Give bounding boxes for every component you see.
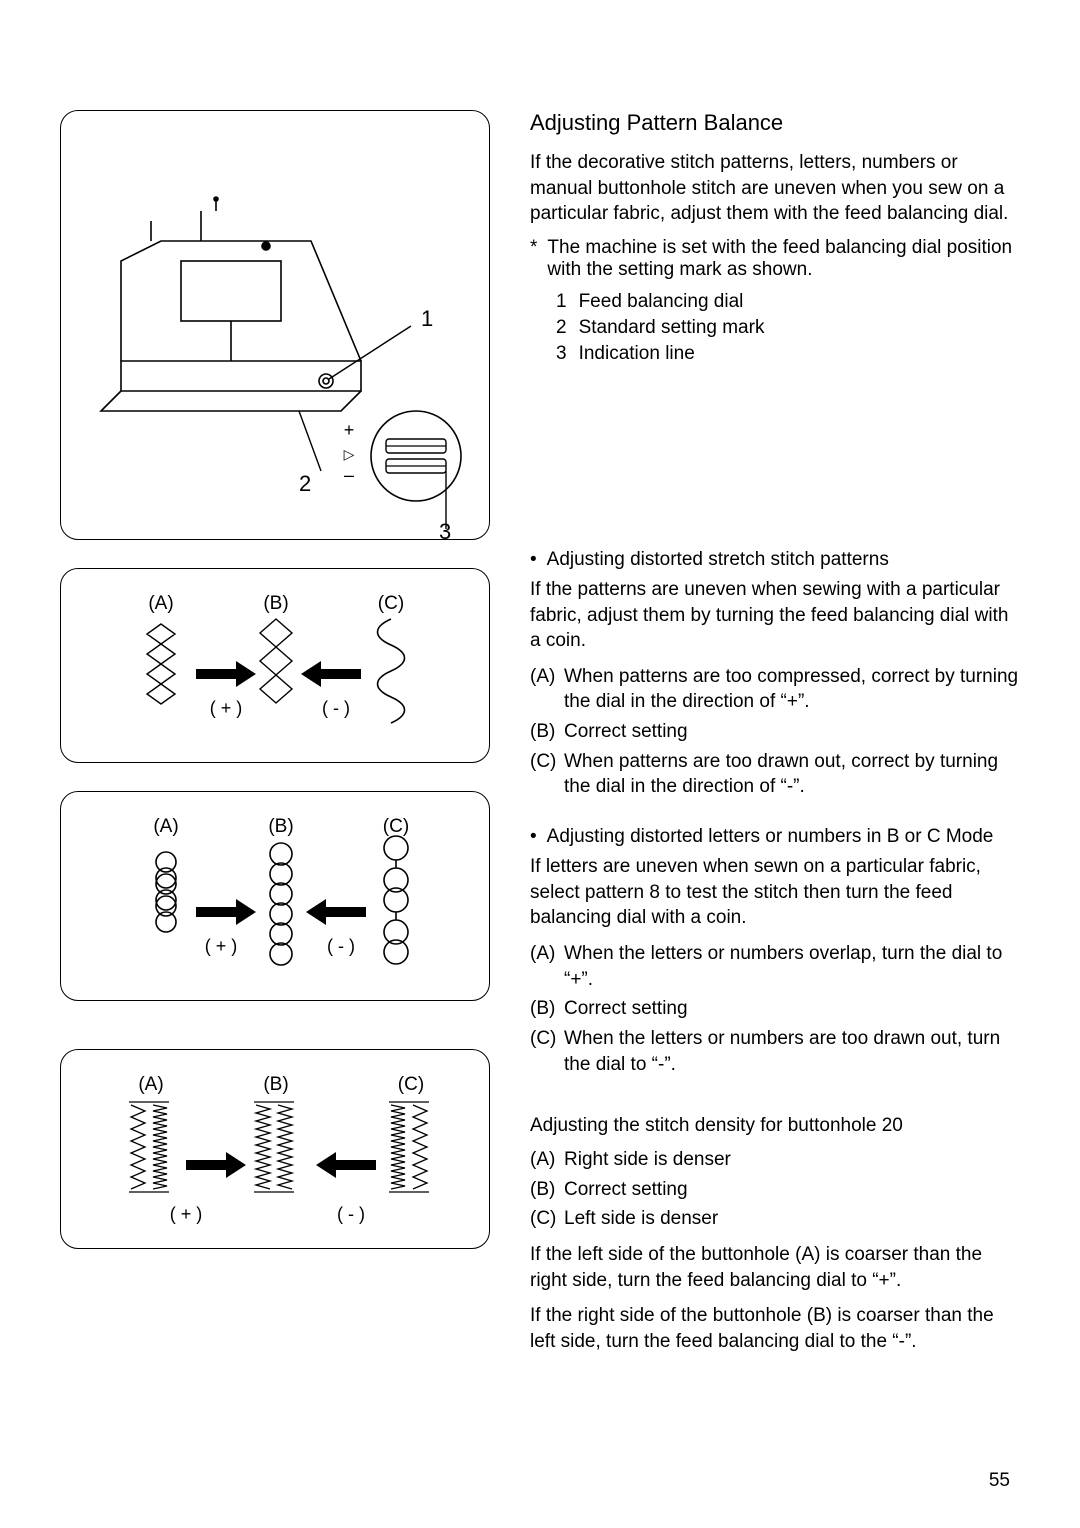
figure-stretch-patterns: (A) (B) (C) [60,568,490,763]
list-item: (C)Left side is denser [530,1206,1020,1232]
legend-row: 1Feed balancing dial [530,291,1020,313]
section4-foot2: If the right side of the buttonhole (B) … [530,1303,1020,1354]
svg-text:(B): (B) [268,816,293,837]
section4-title: Adjusting the stitch density for buttonh… [530,1115,1020,1137]
svg-text:3: 3 [439,519,451,541]
svg-text:–: – [344,465,354,485]
legend-row: 2Standard setting mark [530,317,1020,339]
svg-text:(A): (A) [148,593,173,614]
svg-text:(C): (C) [398,1074,424,1095]
page-number: 55 [989,1470,1010,1492]
svg-text:( - ): ( - ) [327,936,355,956]
figure-machine-dial: 1 2 3 + ▷ – [60,110,490,540]
svg-text:(B): (B) [263,593,288,614]
section2-intro: If the patterns are uneven when sewing w… [530,577,1020,654]
list-item: (C)When patterns are too drawn out, corr… [530,749,1020,800]
section-bullet: • Adjusting distorted letters or numbers… [530,826,1020,848]
list-item: (A)When the letters or numbers overlap, … [530,941,1020,992]
list-item: (B)Correct setting [530,996,1020,1022]
list-item: (C)When the letters or numbers are too d… [530,1026,1020,1077]
svg-text:(B): (B) [263,1074,288,1095]
svg-text:( + ): ( + ) [170,1204,203,1224]
svg-text:( + ): ( + ) [205,936,238,956]
figure-letters-numbers: (A) (B) (C) [60,791,490,1001]
legend-row: 3Indication line [530,343,1020,365]
svg-text:1: 1 [421,306,433,331]
svg-text:( - ): ( - ) [322,698,350,718]
svg-text:+: + [344,420,355,440]
list-item: (B)Correct setting [530,1177,1020,1203]
section3-intro: If letters are uneven when sewn on a par… [530,854,1020,931]
section-bullet: • Adjusting distorted stretch stitch pat… [530,549,1020,571]
svg-text:( - ): ( - ) [337,1204,365,1224]
star-note: * The machine is set with the feed balan… [530,237,1020,281]
svg-text:(C): (C) [378,593,404,614]
page-title: Adjusting Pattern Balance [530,110,1020,136]
figure-buttonhole: (A) (B) (C) [60,1049,490,1249]
figure-column: 1 2 3 + ▷ – [60,110,490,1365]
text-column: Adjusting Pattern Balance If the decorat… [530,110,1020,1365]
section4-foot1: If the left side of the buttonhole (A) i… [530,1242,1020,1293]
list-item: (A)When patterns are too compressed, cor… [530,664,1020,715]
intro-text: If the decorative stitch patterns, lette… [530,150,1020,227]
list-item: (A)Right side is denser [530,1147,1020,1173]
svg-text:2: 2 [299,471,311,496]
svg-text:(C): (C) [383,816,409,837]
svg-text:(A): (A) [138,1074,163,1095]
svg-text:▷: ▷ [344,446,355,462]
list-item: (B)Correct setting [530,719,1020,745]
svg-text:( + ): ( + ) [210,698,243,718]
svg-text:(A): (A) [153,816,178,837]
